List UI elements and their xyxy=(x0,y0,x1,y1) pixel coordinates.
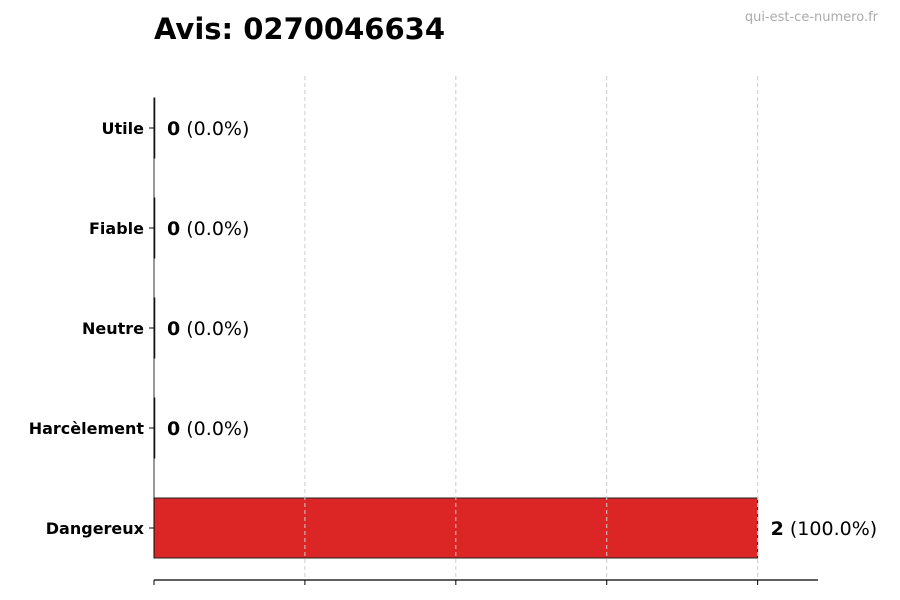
data-label-count: 0 xyxy=(167,418,180,440)
category-label: Harcèlement xyxy=(29,419,145,438)
data-label-count: 2 xyxy=(771,518,784,540)
data-label-pct: (0.0%) xyxy=(180,118,249,140)
data-label-pct: (100.0%) xyxy=(784,518,877,540)
data-label: 0 (0.0%) xyxy=(167,118,249,140)
data-label-count: 0 xyxy=(167,318,180,340)
category-label: Utile xyxy=(102,119,145,138)
chart-title: Avis: 0270046634 xyxy=(154,12,445,46)
category-label: Dangereux xyxy=(46,519,145,538)
watermark: qui-est-ce-numero.fr xyxy=(744,10,878,25)
data-label-pct: (0.0%) xyxy=(180,218,249,240)
data-label-count: 0 xyxy=(167,218,180,240)
data-label: 0 (0.0%) xyxy=(167,218,249,240)
category-label: Neutre xyxy=(82,319,144,338)
data-label: 0 (0.0%) xyxy=(167,318,249,340)
data-label: 2 (100.0%) xyxy=(771,518,878,540)
data-label-pct: (0.0%) xyxy=(180,318,249,340)
data-label-count: 0 xyxy=(167,118,180,140)
category-label: Fiable xyxy=(89,219,144,238)
data-label: 0 (0.0%) xyxy=(167,418,249,440)
data-label-pct: (0.0%) xyxy=(180,418,249,440)
